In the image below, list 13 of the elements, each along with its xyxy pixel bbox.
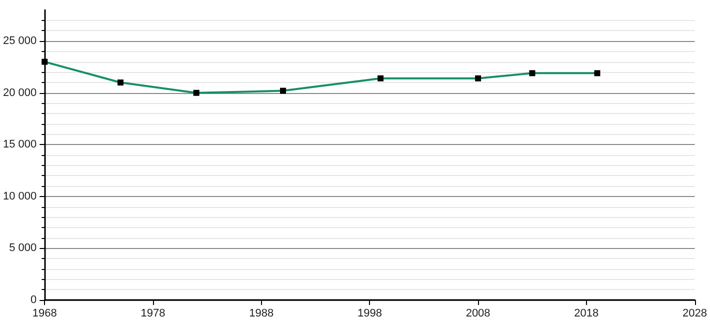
x-tick-label: 1968 (32, 308, 57, 320)
x-tick-label: 1988 (249, 308, 274, 320)
x-tick-label: 2018 (574, 308, 599, 320)
y-tick-label: 10 000 (2, 190, 37, 202)
y-tick-label: 0 (30, 294, 37, 306)
y-tick-label: 25 000 (2, 35, 37, 48)
x-tick-label: 2028 (682, 308, 708, 320)
y-tick-label: 20 000 (2, 86, 37, 99)
y-tick-label: 15 000 (2, 138, 37, 151)
x-tick-label: 1978 (140, 308, 166, 320)
y-tick-label: 5 000 (9, 242, 37, 254)
x-tick-label: 2008 (466, 308, 490, 320)
x-tick-label: 1998 (357, 308, 382, 320)
